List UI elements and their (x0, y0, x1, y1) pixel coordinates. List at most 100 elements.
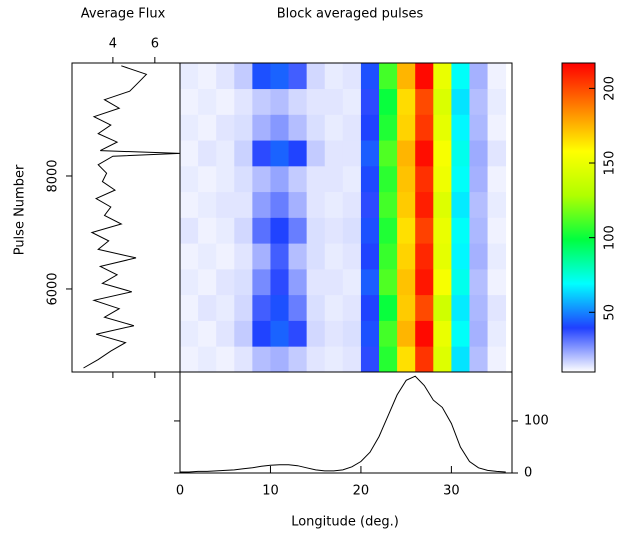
heatmap-cell (451, 165, 470, 193)
flux-line (83, 65, 181, 369)
heatmap-cell (397, 294, 416, 321)
heatmap-cell (252, 294, 271, 321)
heatmap-cell (379, 217, 398, 244)
flux-frame (71, 62, 181, 373)
heatmap-cell (306, 320, 326, 347)
heatmap-cell (433, 140, 452, 167)
heatmap-cell (288, 191, 308, 218)
heatmap-cell (306, 165, 326, 193)
heatmap-cell (180, 346, 199, 372)
heatmap-cell (270, 243, 289, 270)
heatmap-cell (216, 191, 235, 218)
heatmap-cell (198, 346, 217, 372)
heatmap-cell (324, 191, 344, 218)
heatmap-cell (342, 217, 362, 244)
heatmap-cell (415, 140, 434, 167)
image-frame (179, 62, 513, 373)
heatmap-cell (270, 320, 289, 347)
heatmap-cell (469, 346, 488, 372)
x-tick-label: 6 (151, 37, 159, 52)
heatmap-cell (433, 268, 452, 296)
heatmap (180, 63, 507, 372)
heatmap-cell (288, 243, 308, 270)
heatmap-cell (415, 346, 434, 372)
heatmap-cell (270, 191, 289, 218)
heatmap-cell (306, 217, 326, 244)
heatmap-cell (324, 217, 344, 244)
heatmap-cell (180, 243, 199, 270)
heatmap-cell (252, 268, 271, 296)
heatmap-cell (433, 165, 452, 193)
heatmap-cell (252, 140, 271, 167)
heatmap-cell (288, 217, 308, 244)
heatmap-cell (487, 320, 507, 347)
heatmap-cell (451, 191, 470, 218)
heatmap-cell (180, 165, 199, 193)
heatmap-cell (198, 88, 217, 115)
heatmap-cell (216, 217, 235, 244)
heatmap-cell (234, 114, 253, 141)
heatmap-cell (451, 114, 470, 141)
heatmap-cell (487, 63, 507, 90)
heatmap-cell (306, 346, 326, 372)
heatmap-cell (360, 268, 380, 296)
heatmap-cell (180, 63, 199, 90)
heatmap-cell (180, 294, 199, 321)
heatmap-cell (306, 294, 326, 321)
heatmap-cell (216, 165, 235, 193)
heatmap-cell (198, 165, 217, 193)
heatmap-cell (342, 191, 362, 218)
heatmap-cell (469, 140, 488, 167)
heatmap-cell (469, 268, 488, 296)
heatmap-cell (324, 63, 344, 90)
heatmap-cell (324, 140, 344, 167)
heatmap-cell (415, 88, 434, 115)
heatmap-cell (270, 140, 289, 167)
heatmap-cell (180, 114, 199, 141)
heatmap-cell (360, 217, 380, 244)
heatmap-cell (216, 346, 235, 372)
heatmap-cell (234, 63, 253, 90)
heatmap-cell (252, 243, 271, 270)
heatmap-cell (397, 165, 416, 193)
heatmap-cell (451, 88, 470, 115)
y-axis-label: Pulse Number (13, 164, 28, 255)
heatmap-cell (451, 140, 470, 167)
heatmap-cell (306, 243, 326, 270)
heatmap-cell (198, 294, 217, 321)
heatmap-cell (469, 88, 488, 115)
heatmap-cell (360, 320, 380, 347)
heatmap-cell (306, 114, 326, 141)
heatmap-cell (379, 114, 398, 141)
heatmap-cell (451, 217, 470, 244)
heatmap-cell (306, 88, 326, 115)
heatmap-cell (415, 114, 434, 141)
heatmap-cell (342, 63, 362, 90)
heatmap-cell (234, 165, 253, 193)
heatmap-cell (288, 294, 308, 321)
heatmap-cell (487, 268, 507, 296)
heatmap-cell (252, 165, 271, 193)
heatmap-cell (234, 346, 253, 372)
heatmap-cell (342, 268, 362, 296)
heatmap-cell (288, 140, 308, 167)
heatmap-cell (198, 268, 217, 296)
heatmap-cell (216, 88, 235, 115)
heatmap-cell (469, 320, 488, 347)
colorbar-tick-label: 100 (603, 225, 618, 250)
heatmap-cell (415, 294, 434, 321)
heatmap-cell (270, 63, 289, 90)
heatmap-cell (288, 114, 308, 141)
heatmap-cell (379, 346, 398, 372)
heatmap-cell (234, 88, 253, 115)
heatmap-cell (487, 346, 507, 372)
heatmap-cell (360, 140, 380, 167)
x-tick-label: 4 (109, 37, 117, 52)
heatmap-cell (379, 165, 398, 193)
heatmap-cell (270, 217, 289, 244)
y-tick-label: 0 (524, 466, 532, 481)
heatmap-cell (342, 140, 362, 167)
heatmap-cell (216, 294, 235, 321)
heatmap-cell (180, 217, 199, 244)
heatmap-cell (198, 320, 217, 347)
